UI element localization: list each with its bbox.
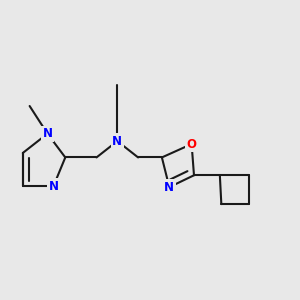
Text: N: N — [48, 180, 59, 193]
Text: N: N — [43, 127, 52, 140]
Text: N: N — [164, 181, 174, 194]
Text: O: O — [187, 138, 196, 151]
Text: N: N — [112, 135, 122, 148]
